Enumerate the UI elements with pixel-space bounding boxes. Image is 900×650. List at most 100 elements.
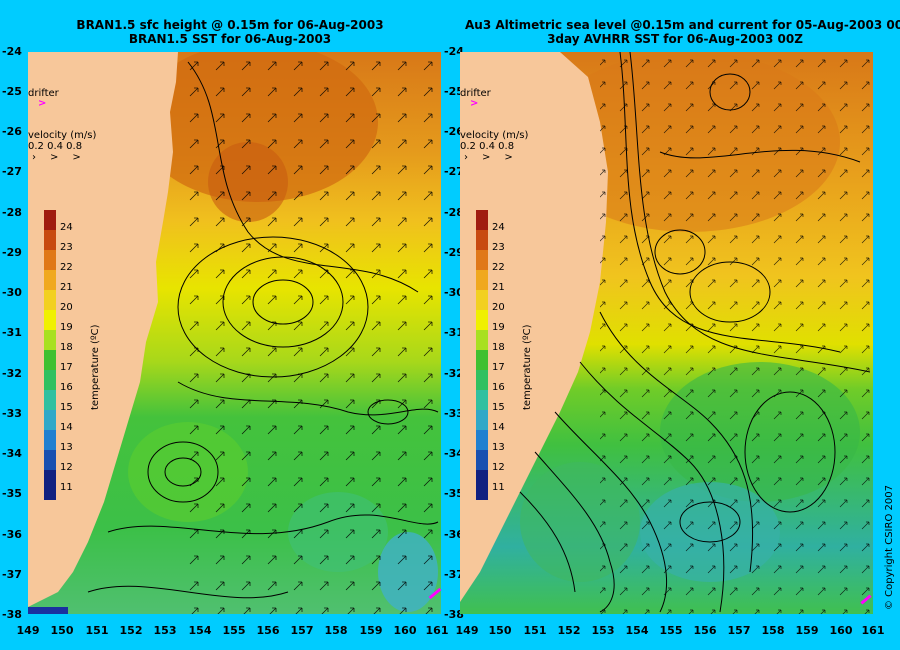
lon-tick: 157: [290, 624, 314, 637]
colorbar-tick: 13: [492, 442, 505, 453]
land-australia: [460, 52, 608, 602]
lat-tick: -25: [444, 85, 464, 98]
lat-tick: -29: [444, 246, 464, 259]
lon-tick: 157: [727, 624, 751, 637]
lat-tick: -28: [444, 206, 464, 219]
lat-tick: -34: [2, 447, 22, 460]
lat-tick: -27: [2, 165, 22, 178]
right-title: Au3 Altimetric sea level @0.15m and curr…: [465, 18, 900, 46]
lat-tick: -27: [444, 165, 464, 178]
lat-tick: -34: [444, 447, 464, 460]
velocity-arrows-icon: ›>>: [464, 152, 527, 163]
lon-tick: 161: [425, 624, 449, 637]
lat-tick: -25: [2, 85, 22, 98]
lon-tick: 159: [795, 624, 819, 637]
left-map-canvas: [28, 52, 441, 614]
colorbar-tick: 23: [492, 242, 505, 253]
lat-tick: -31: [444, 326, 464, 339]
right-velocity-legend: velocity (m/s) 0.2 0.4 0.8 ›>>: [460, 130, 528, 163]
lat-tick: -37: [444, 568, 464, 581]
colorbar-tick: 24: [60, 222, 73, 233]
lon-tick: 156: [693, 624, 717, 637]
left-title: BRAN1.5 sfc height @ 0.15m for 06-Aug-20…: [60, 18, 400, 46]
lon-tick: 150: [50, 624, 74, 637]
right-colorbar: 24 23 22 21 20 19 18 17 16 15 14 13 12 1…: [476, 210, 536, 500]
lon-tick: 155: [222, 624, 246, 637]
colorbar-tick: 22: [60, 262, 73, 273]
lat-tick: -38: [2, 608, 22, 621]
lat-tick: -26: [2, 125, 22, 138]
velocity-arrows-icon: ›>>: [32, 152, 95, 163]
sea-level-contours: [519, 52, 871, 613]
lat-tick: -31: [2, 326, 22, 339]
lat-tick: -28: [2, 206, 22, 219]
left-map: [28, 52, 441, 614]
land-australia: [28, 52, 178, 607]
colorbar-tick: 21: [492, 282, 505, 293]
colorbar-tick: 11: [60, 482, 73, 493]
lat-tick: -37: [2, 568, 22, 581]
left-drifter-legend: drifter >: [28, 88, 59, 109]
lon-tick: 158: [761, 624, 785, 637]
lon-tick: 149: [455, 624, 479, 637]
lon-tick: 151: [85, 624, 109, 637]
right-map: [460, 52, 873, 614]
lat-tick: -36: [444, 528, 464, 541]
colorbar-title: temperature (ºC): [522, 324, 533, 410]
right-map-canvas: [460, 52, 873, 614]
lon-tick: 160: [393, 624, 417, 637]
right-drifter-legend: drifter >: [460, 88, 491, 109]
lon-tick: 152: [119, 624, 143, 637]
colorbar-tick: 17: [60, 362, 73, 373]
lat-tick: -33: [2, 407, 22, 420]
lat-tick: -29: [2, 246, 22, 259]
drifter-marker-icon: >: [38, 98, 47, 109]
lon-tick: 154: [188, 624, 212, 637]
colorbar-tick: 19: [60, 322, 73, 333]
lat-tick: -24: [2, 45, 22, 58]
drifter-label: drifter: [460, 88, 491, 99]
lat-tick: -30: [2, 286, 22, 299]
colorbar-tick: 14: [60, 422, 73, 433]
velocity-label: velocity (m/s): [460, 130, 529, 141]
colorbar-tick: 16: [492, 382, 505, 393]
lon-tick: 154: [625, 624, 649, 637]
left-colorbar: 24 23 22 21 20 19 18 17 16 15 14 13 12 1…: [44, 210, 104, 500]
lat-tick: -24: [444, 45, 464, 58]
lon-tick: 160: [829, 624, 853, 637]
lat-tick: -32: [444, 367, 464, 380]
colorbar-tick: 11: [492, 482, 505, 493]
colorbar-tick: 12: [492, 462, 505, 473]
sea-height-contours: [87, 61, 439, 599]
lon-tick: 150: [488, 624, 512, 637]
colorbar-tick: 22: [492, 262, 505, 273]
lon-tick: 156: [256, 624, 280, 637]
colorbar-title: temperature (ºC): [90, 324, 101, 410]
velocity-values: 0.2 0.4 0.8: [460, 141, 515, 152]
colorbar-tick: 14: [492, 422, 505, 433]
colorbar-tick: 13: [60, 442, 73, 453]
left-title-line1: BRAN1.5 sfc height @ 0.15m for 06-Aug-20…: [76, 18, 384, 32]
lat-tick: -36: [2, 528, 22, 541]
lon-tick: 159: [359, 624, 383, 637]
colorbar-tick: 23: [60, 242, 73, 253]
colorbar-tick: 17: [492, 362, 505, 373]
colorbar-tick: 15: [60, 402, 73, 413]
colorbar-tick: 19: [492, 322, 505, 333]
colorbar-tick: 20: [60, 302, 73, 313]
colorbar-tick: 15: [492, 402, 505, 413]
colorbar-tick: 21: [60, 282, 73, 293]
colorbar-tick: 20: [492, 302, 505, 313]
lon-tick: 158: [324, 624, 348, 637]
copyright-notice: © Copyright CSIRO 2007: [884, 485, 895, 610]
lat-tick: -38: [444, 608, 464, 621]
lat-tick: -32: [2, 367, 22, 380]
left-title-line2: BRAN1.5 SST for 06-Aug-2003: [128, 32, 332, 46]
colorbar-tick: 12: [60, 462, 73, 473]
lat-tick: -26: [444, 125, 464, 138]
right-title-line2: 3day AVHRR SST for 06-Aug-2003 00Z: [547, 32, 803, 46]
lon-tick: 153: [591, 624, 615, 637]
colorbar-tick: 24: [492, 222, 505, 233]
velocity-label: velocity (m/s): [28, 130, 97, 141]
lat-tick: -33: [444, 407, 464, 420]
